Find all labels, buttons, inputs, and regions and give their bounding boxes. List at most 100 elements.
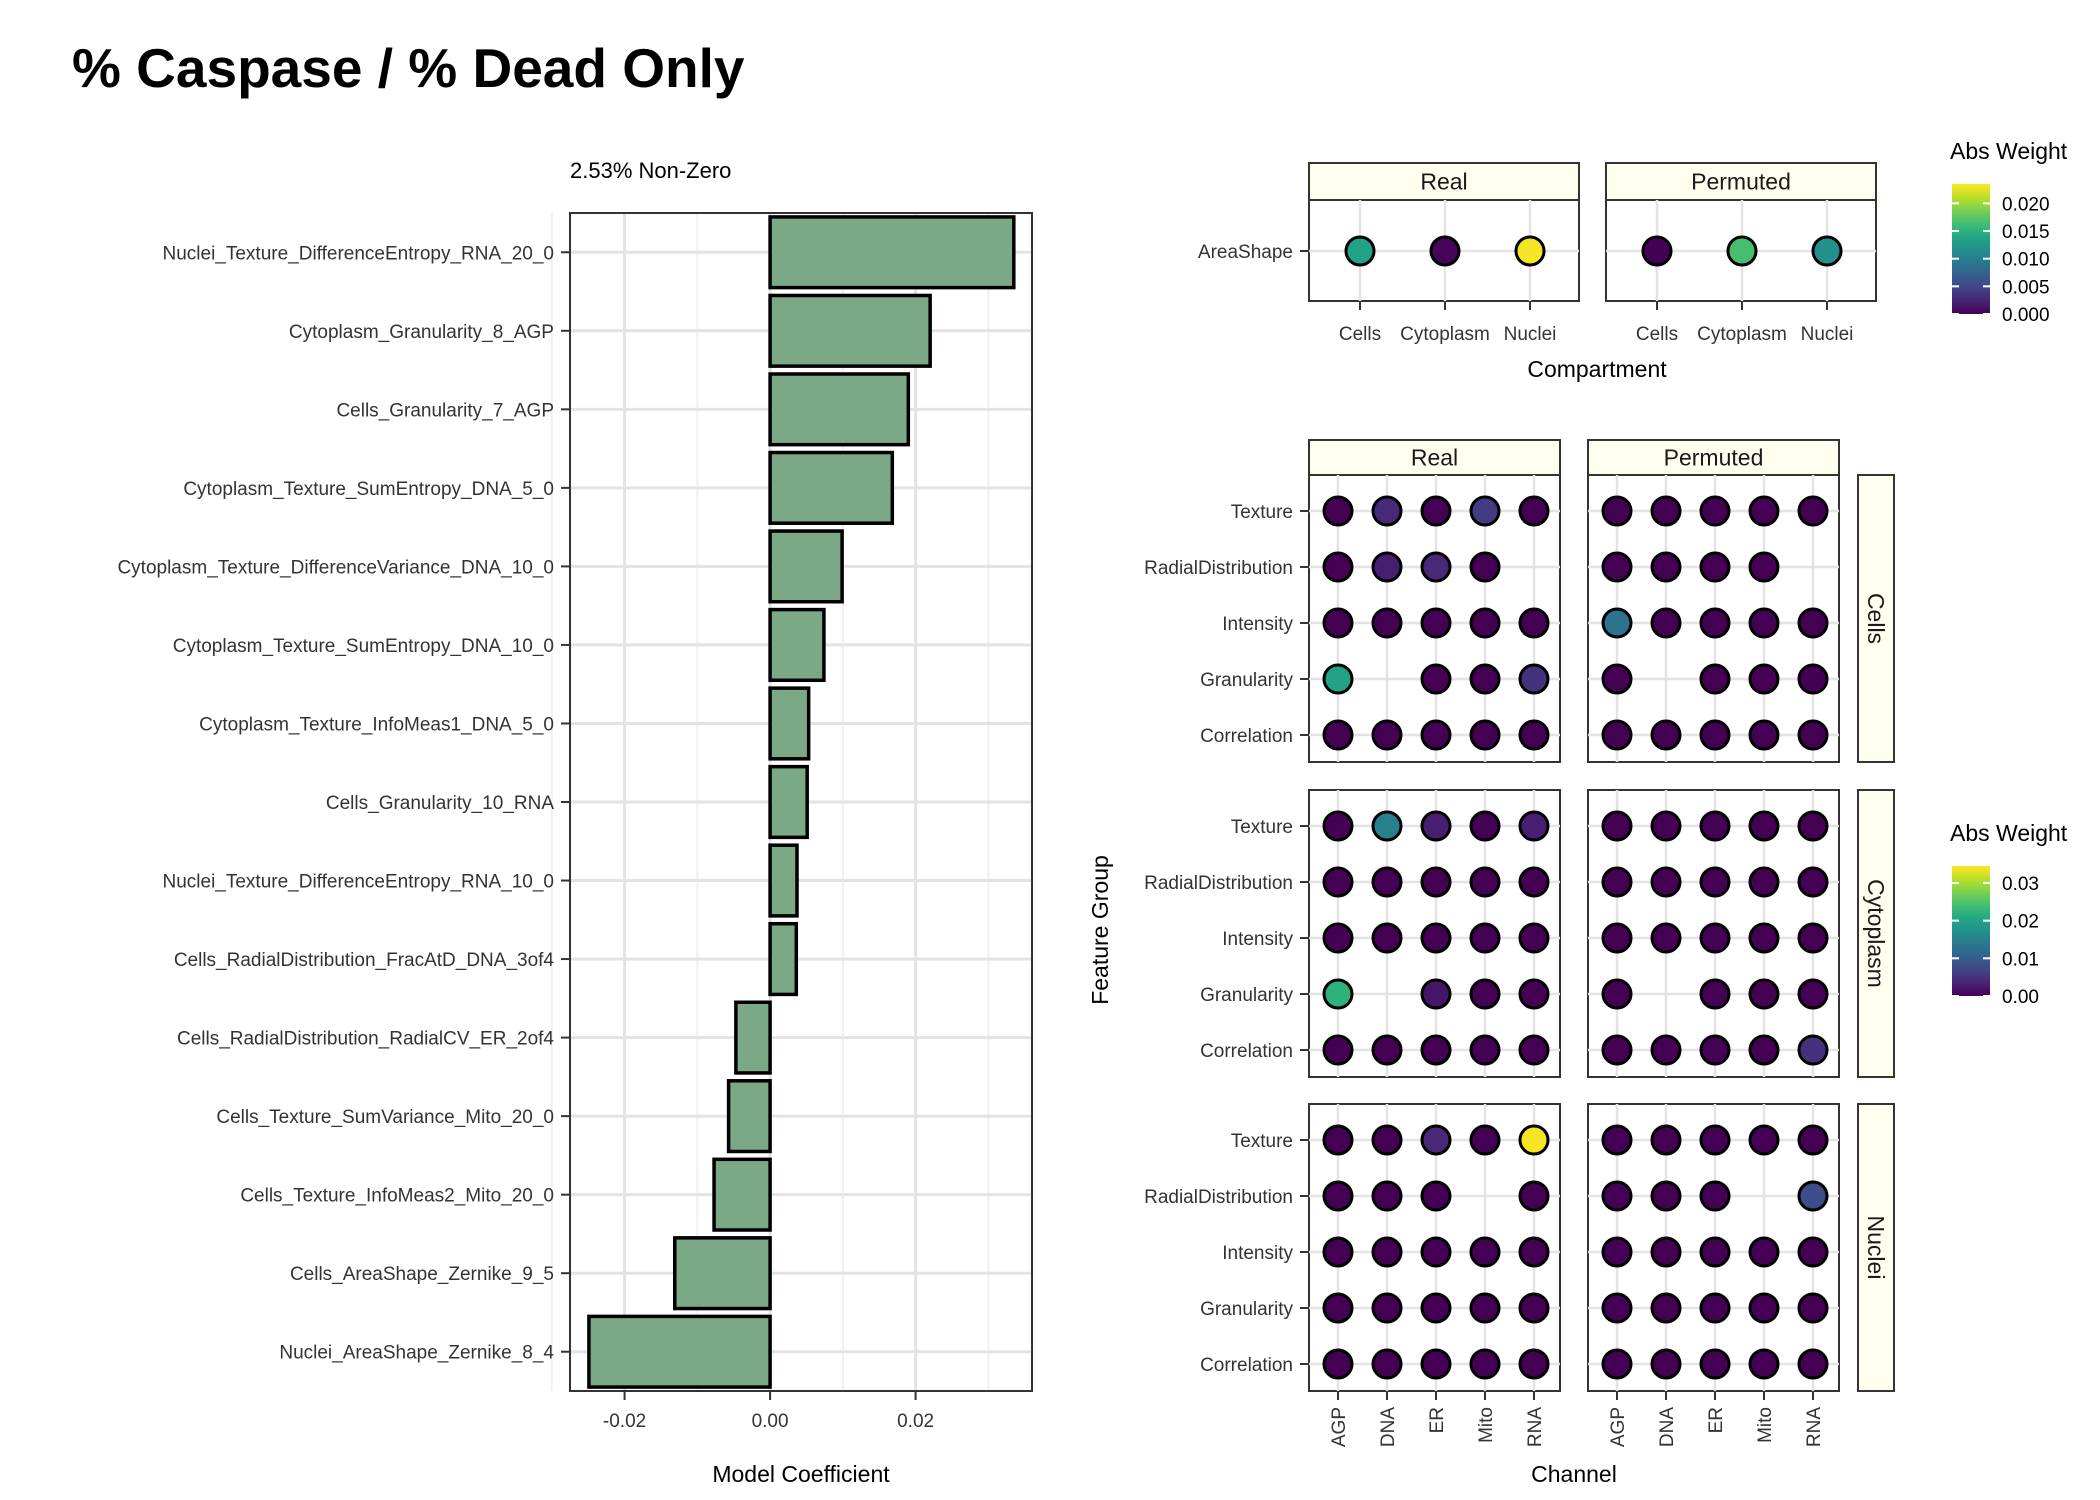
channel-dot — [1420, 1236, 1452, 1268]
channel-dot — [1518, 1236, 1550, 1268]
channel-dot — [1322, 719, 1354, 751]
y-tick-label: Cells_Texture_SumVariance_Mito_20_0 — [216, 1107, 554, 1128]
channel-dot — [1650, 1292, 1682, 1324]
channel-dot — [1420, 719, 1452, 751]
row-strip-cytoplasm — [1857, 789, 1895, 1078]
legend-channel-tick-label: 0.03 — [2002, 874, 2039, 895]
feature-group-tick-label: Correlation — [1200, 726, 1293, 747]
channel-dot — [1650, 922, 1682, 954]
y-tick-label: Cells_Texture_InfoMeas2_Mito_20_0 — [240, 1186, 554, 1207]
bar — [768, 529, 844, 604]
channel-dot — [1748, 607, 1780, 639]
channel-dot — [1420, 1292, 1452, 1324]
channel-dot — [1420, 551, 1452, 583]
channel-tick-label: ER — [1706, 1407, 1727, 1433]
channel-dot — [1420, 1348, 1452, 1380]
channel-dot — [1797, 922, 1829, 954]
y-tick-label: Cells_RadialDistribution_RadialCV_ER_2of… — [177, 1029, 554, 1050]
x-axis-title: Model Coefficient — [712, 1461, 890, 1487]
y-tick-label: Nuclei_Texture_DifferenceEntropy_RNA_10_… — [163, 872, 555, 893]
channel-strip-permuted — [1587, 439, 1840, 476]
channel-dot — [1322, 1348, 1354, 1380]
legend-channel-tick-label: 0.01 — [2002, 949, 2039, 970]
legend-areashape-tick-label: 0.020 — [2002, 194, 2050, 215]
feature-group-tick-label: Texture — [1231, 1131, 1293, 1152]
compartment-tick-label: Cells — [1339, 324, 1381, 345]
channel-dot — [1699, 810, 1731, 842]
channel-tick-label: AGP — [1608, 1407, 1629, 1447]
channel-dot — [1699, 866, 1731, 898]
channel-dot — [1601, 866, 1633, 898]
channel-dot — [1699, 551, 1731, 583]
channel-dot — [1797, 1034, 1829, 1066]
areashape-dot — [1344, 235, 1376, 267]
channel-dot — [1650, 810, 1682, 842]
feature-group-tick-label: RadialDistribution — [1144, 1187, 1293, 1208]
bar — [673, 1236, 772, 1311]
channel-dot — [1699, 1180, 1731, 1212]
compartment-tick-label: Cells — [1636, 324, 1678, 345]
y-tick-label: Cytoplasm_Texture_InfoMeas1_DNA_5_0 — [199, 714, 554, 735]
row-strip-cells — [1857, 474, 1895, 763]
channel-dot — [1371, 866, 1403, 898]
channel-dot — [1469, 495, 1501, 527]
channel-dot — [1518, 719, 1550, 751]
y-tick-label: Cytoplasm_Texture_DifferenceVariance_DNA… — [117, 557, 554, 578]
feature-group-tick-label: Intensity — [1222, 614, 1293, 635]
channel-dot — [1469, 1034, 1501, 1066]
channel-dot — [1748, 922, 1780, 954]
feature-group-tick-label: Granularity — [1200, 670, 1293, 691]
feature-group-tick-label: Intensity — [1222, 929, 1293, 950]
compartment-tick-label: Cytoplasm — [1697, 324, 1787, 345]
channel-dot — [1748, 866, 1780, 898]
channel-dot — [1699, 1348, 1731, 1380]
channel-dot — [1322, 922, 1354, 954]
channel-dot — [1420, 495, 1452, 527]
channel-dot — [1371, 810, 1403, 842]
compartment-axis-title: Compartment — [1527, 356, 1667, 382]
areashape-dot — [1726, 235, 1758, 267]
x-tick-label: 0.02 — [897, 1411, 934, 1432]
channel-dot — [1650, 1124, 1682, 1156]
channel-dot — [1469, 719, 1501, 751]
channel-dot — [1420, 663, 1452, 695]
legend-channel-title: Abs Weight — [1950, 820, 2068, 846]
y-tick-label: Cytoplasm_Texture_SumEntropy_DNA_5_0 — [183, 479, 554, 500]
bar — [768, 450, 895, 525]
feature-group-tick-label: Correlation — [1200, 1355, 1293, 1376]
channel-dot — [1650, 551, 1682, 583]
channel-dot — [1420, 810, 1452, 842]
channel-dot — [1469, 1292, 1501, 1324]
channel-dot — [1699, 719, 1731, 751]
channel-dot — [1748, 1348, 1780, 1380]
legend-areashape-tick-label: 0.010 — [2002, 250, 2050, 271]
channel-dot — [1469, 1348, 1501, 1380]
channel-dot — [1699, 1034, 1731, 1066]
channel-dot — [1601, 495, 1633, 527]
y-tick-label: Nuclei_Texture_DifferenceEntropy_RNA_20_… — [163, 243, 555, 264]
channel-dot — [1699, 1124, 1731, 1156]
figure-title: % Caspase / % Dead Only — [72, 37, 745, 99]
areashape-dot — [1514, 235, 1546, 267]
channel-dot — [1699, 663, 1731, 695]
channel-dot — [1322, 978, 1354, 1010]
legend-channel-tick-label: 0.00 — [2002, 987, 2039, 1008]
channel-dot — [1797, 1180, 1829, 1212]
channel-dot — [1322, 1292, 1354, 1324]
feature-group-tick-label: Granularity — [1200, 985, 1293, 1006]
y-tick-label: Cytoplasm_Granularity_8_AGP — [289, 322, 554, 343]
channel-dot — [1518, 495, 1550, 527]
channel-dot — [1601, 551, 1633, 583]
channel-dot — [1699, 922, 1731, 954]
channel-dot — [1371, 1124, 1403, 1156]
legend-areashape-tick-label: 0.005 — [2002, 277, 2050, 298]
channel-dot — [1469, 922, 1501, 954]
channel-dot — [1420, 922, 1452, 954]
channel-dot — [1601, 922, 1633, 954]
channel-tick-label: RNA — [1804, 1407, 1825, 1447]
y-tick-label: Nuclei_AreaShape_Zernike_8_4 — [279, 1343, 554, 1364]
channel-dot — [1322, 866, 1354, 898]
feature-group-tick-label: RadialDistribution — [1144, 558, 1293, 579]
channel-dot — [1650, 607, 1682, 639]
y-tick-label: AreaShape — [1198, 242, 1293, 263]
